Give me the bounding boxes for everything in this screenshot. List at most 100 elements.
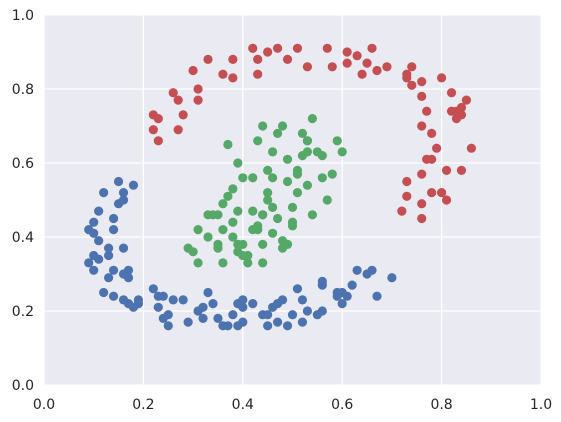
scatter-point	[427, 128, 437, 138]
scatter-point	[417, 213, 427, 224]
scatter-point	[407, 80, 417, 90]
x-tick-label: 0.6	[331, 397, 353, 413]
scatter-point	[402, 191, 412, 201]
scatter-point	[347, 280, 357, 290]
scatter-point	[238, 317, 248, 327]
scatter-point	[223, 321, 233, 331]
scatter-point	[238, 250, 248, 261]
scatter-point	[352, 51, 362, 61]
scatter-point	[268, 147, 278, 157]
scatter-point	[108, 291, 119, 301]
scatter-point	[153, 302, 163, 312]
scatter-point	[99, 287, 109, 298]
scatter-point	[407, 62, 417, 72]
scatter-point	[94, 236, 104, 246]
scatter-point	[118, 195, 129, 205]
scatter-point	[317, 276, 327, 286]
scatter-point	[402, 176, 412, 187]
scatter-point	[128, 180, 139, 190]
scatter-point	[337, 299, 347, 309]
scatter-point	[228, 73, 238, 83]
scatter-point	[253, 225, 263, 235]
scatter-point	[233, 158, 243, 168]
scatter-point	[367, 43, 377, 53]
scatter-point	[193, 258, 203, 268]
scatter-point	[277, 121, 288, 131]
scatter-point	[243, 258, 253, 268]
scatter-point	[148, 125, 158, 135]
scatter-point	[422, 106, 432, 116]
scatter-point	[163, 321, 173, 331]
scatter-point	[272, 317, 283, 327]
y-axis-ticks: 0.0 0.2 0.4 0.6 0.8 1.0	[12, 8, 34, 394]
scatter-point	[263, 310, 273, 320]
scatter-point	[372, 291, 382, 301]
scatter-point	[258, 258, 268, 268]
scatter-point	[282, 321, 293, 331]
scatter-point	[108, 213, 119, 224]
scatter-point	[228, 184, 238, 194]
scatter-point	[99, 188, 109, 198]
scatter-point	[342, 58, 352, 68]
scatter-point	[248, 43, 258, 53]
scatter-point	[387, 273, 397, 283]
scatter-point	[292, 43, 303, 53]
y-tick-label: 0.2	[12, 304, 34, 320]
scatter-point	[302, 306, 313, 316]
scatter-point	[287, 217, 298, 227]
scatter-point	[357, 69, 367, 79]
scatter-point	[362, 58, 372, 68]
scatter-point	[337, 147, 347, 157]
scatter-point	[228, 310, 238, 320]
scatter-point	[272, 299, 283, 309]
scatter-point	[437, 73, 447, 83]
scatter-point	[367, 265, 377, 275]
scatter-point	[213, 210, 223, 220]
scatter-point	[342, 47, 352, 57]
scatter-point	[437, 188, 447, 198]
y-tick-label: 0.8	[12, 82, 34, 98]
scatter-point	[233, 206, 243, 216]
scatter-point	[441, 165, 452, 175]
scatter-point	[397, 206, 407, 216]
scatter-point	[228, 54, 238, 64]
scatter-point	[282, 239, 293, 249]
scatter-point	[218, 199, 228, 209]
scatter-point	[118, 243, 129, 253]
scatter-point	[178, 110, 188, 120]
scatter-point	[133, 299, 144, 309]
scatter-point	[322, 43, 332, 53]
scatter-point	[193, 225, 203, 235]
scatter-point	[148, 284, 158, 294]
scatter-point	[153, 114, 163, 124]
scatter-point	[218, 225, 228, 235]
scatter-point	[287, 202, 298, 212]
scatter-point	[218, 69, 228, 79]
scatter-point	[432, 143, 442, 153]
scatter-point	[342, 291, 352, 301]
scatter-point	[417, 77, 427, 87]
scatter-point	[168, 88, 178, 98]
scatter-point	[263, 321, 273, 331]
scatter-point	[302, 180, 313, 190]
scatter-point	[223, 191, 233, 201]
scatter-point	[322, 195, 332, 205]
scatter-point	[118, 188, 129, 198]
scatter-point	[89, 265, 99, 275]
data-points	[84, 43, 477, 331]
scatter-point	[456, 165, 467, 175]
scatter-point	[327, 62, 337, 72]
scatter-point	[268, 228, 278, 238]
scatter-point	[263, 195, 273, 205]
scatter-point	[203, 232, 213, 242]
scatter-point	[188, 65, 198, 76]
scatter-point	[123, 265, 134, 275]
y-tick-label: 0.6	[12, 156, 34, 172]
scatter-point	[461, 95, 472, 105]
scatter-point	[248, 173, 258, 183]
scatter-point	[238, 302, 248, 312]
scatter-point	[104, 250, 114, 261]
scatter-point	[297, 128, 308, 138]
scatter-point	[427, 154, 437, 164]
